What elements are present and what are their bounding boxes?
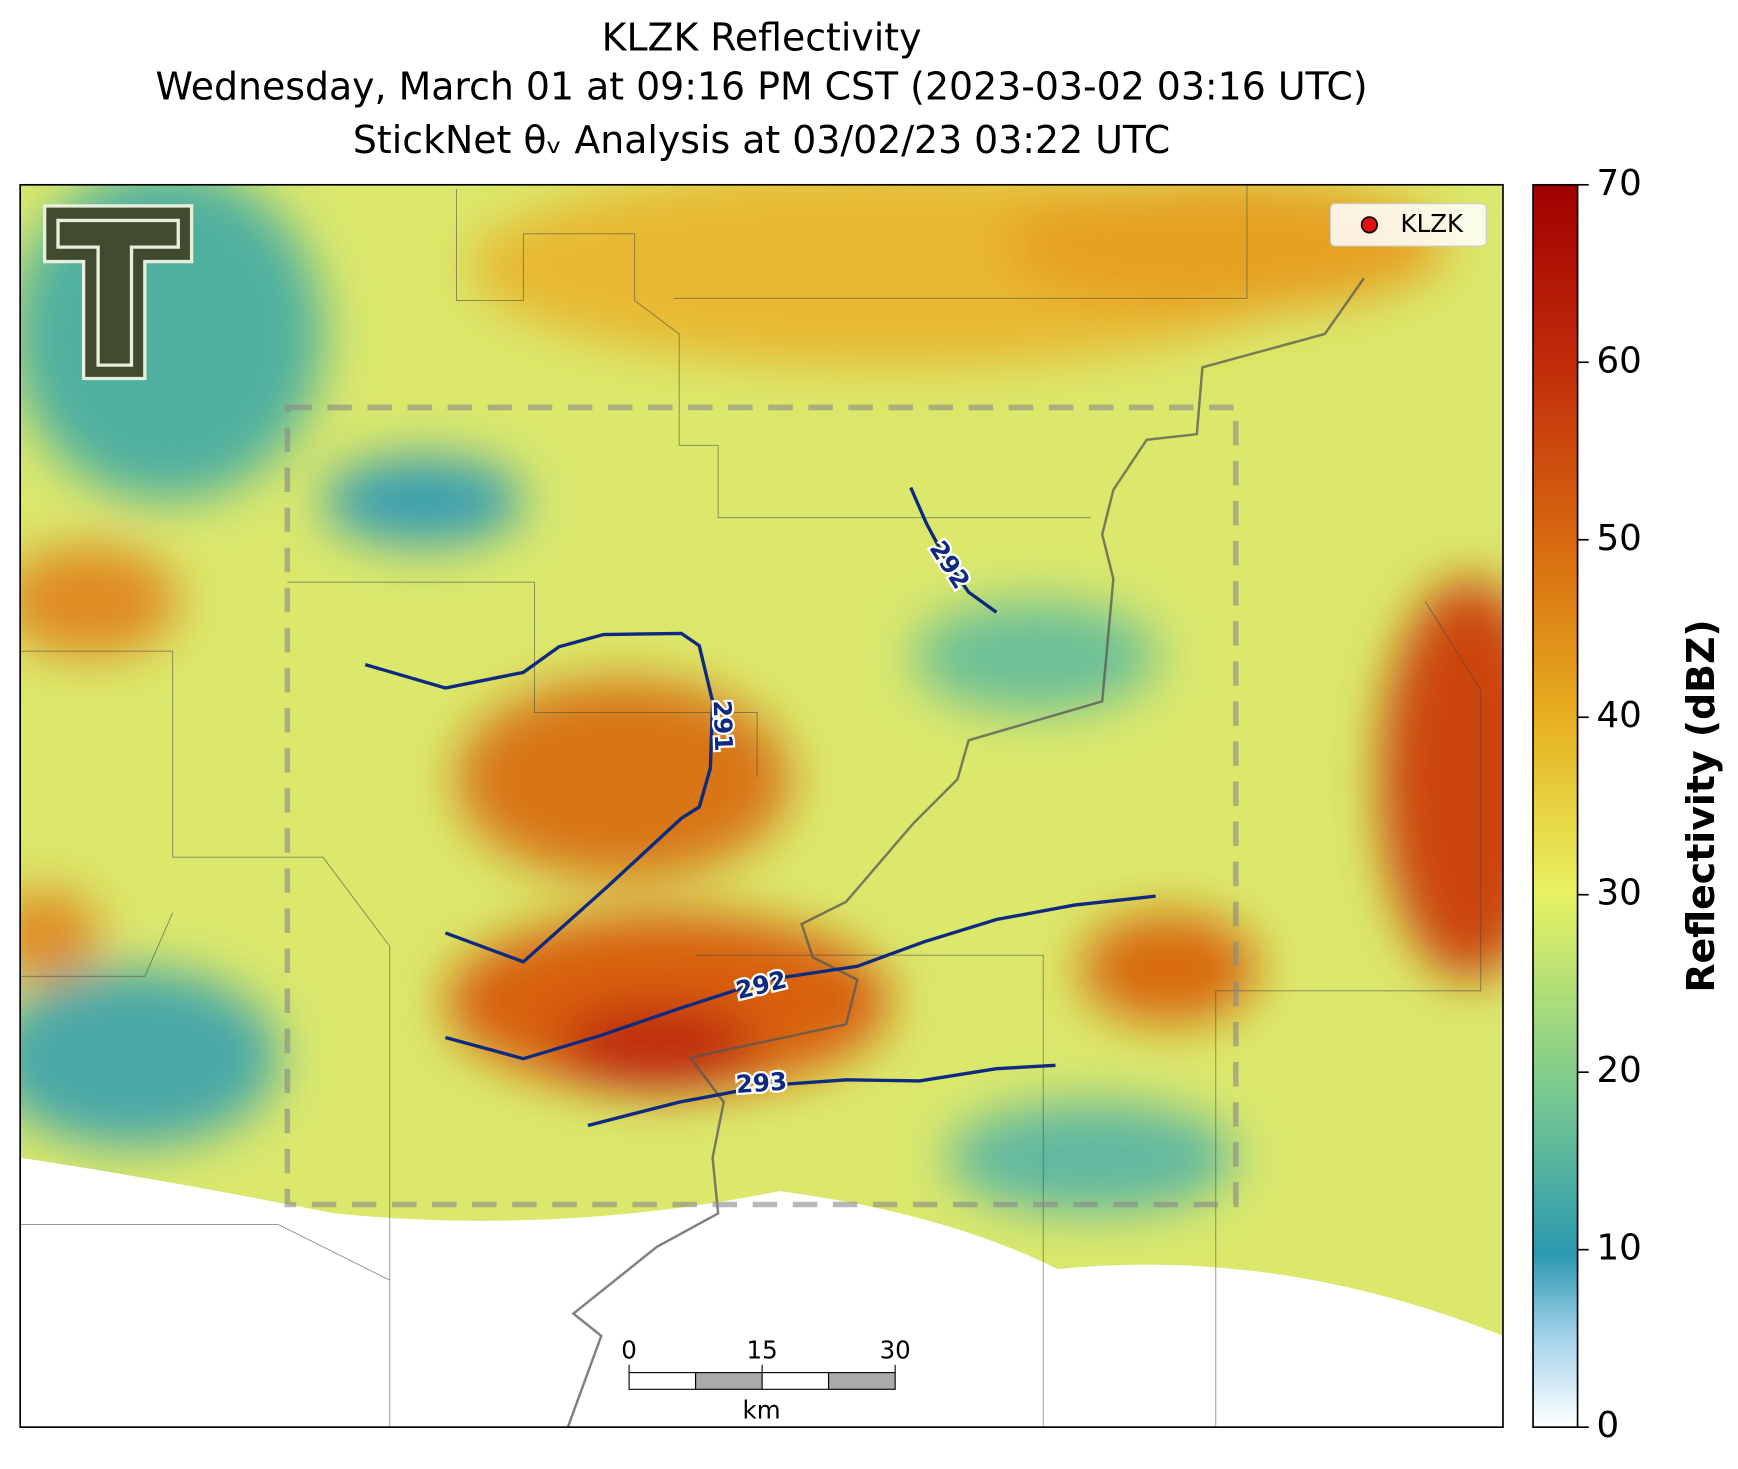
scale-segment (828, 1372, 896, 1390)
colorbar-tick-label: 50 (1596, 518, 1641, 559)
contour-line (364, 631, 715, 964)
colorbar-tick-label: 10 (1596, 1228, 1641, 1269)
scale-segment (695, 1372, 763, 1390)
scale-segment (628, 1372, 697, 1390)
colorbar-tick-label: 40 (1596, 695, 1641, 736)
contour-line (444, 894, 1156, 1061)
contour-line (587, 1063, 1056, 1128)
subtitle: Wednesday, March 01 at 09:16 PM CST (202… (156, 65, 1368, 109)
legend: KLZK (1329, 203, 1487, 247)
colorbar-ramp (1532, 183, 1579, 1428)
scale-segment (761, 1372, 830, 1390)
colorbar-tick-label: 20 (1596, 1050, 1641, 1091)
scale-tick-label: 15 (747, 1335, 778, 1364)
legend-label: KLZK (1401, 209, 1464, 238)
title: KLZK Reflectivity (602, 16, 922, 60)
contour-label: 293 (735, 1067, 788, 1099)
logo (42, 204, 194, 381)
colorbar: Reflectivity (dBZ) 0 10 20 30 40 50 60 70 (1532, 163, 1723, 1446)
scale-bar: km 0 15 30 (621, 1335, 910, 1424)
colorbar-tick-label: 60 (1596, 340, 1641, 381)
colorbar-tick-label: 0 (1596, 1405, 1619, 1446)
scale-unit: km (743, 1396, 781, 1425)
colorbar-tick-label: 30 (1596, 873, 1641, 914)
legend-marker (1360, 216, 1379, 234)
scale-tick-label: 0 (621, 1335, 637, 1364)
contour-label: 291 (708, 700, 739, 752)
colorbar-label: Reflectivity (dBZ) (1679, 619, 1723, 992)
radar-field (20, 184, 1503, 1428)
contour-line (909, 486, 998, 614)
map-frame (19, 183, 1504, 1428)
scale-tick-label: 30 (880, 1335, 911, 1364)
analysis-title: StickNet θᵥ Analysis at 03/02/23 03:22 U… (353, 118, 1170, 162)
colorbar-tick-label: 70 (1596, 163, 1641, 204)
